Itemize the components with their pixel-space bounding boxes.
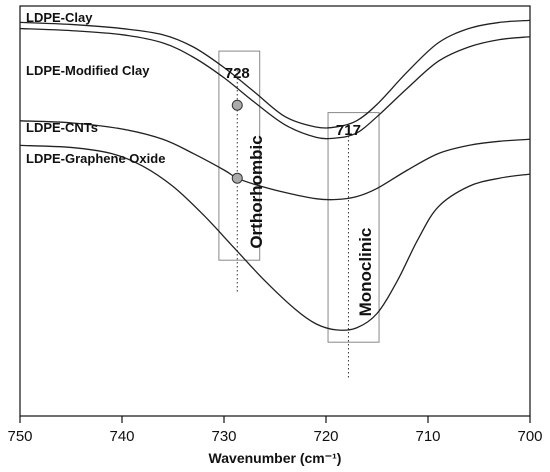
series-label-ldpe-clay: LDPE-Clay (26, 10, 93, 25)
peak-label-728: 728 (225, 65, 250, 82)
region-box-monoclinic (327, 112, 380, 343)
series-label-ldpe-modified-clay: LDPE-Modified Clay (26, 63, 150, 78)
peak-label-717: 717 (336, 122, 361, 139)
x-tick-label: 750 (7, 428, 32, 445)
x-tick-label: 730 (211, 428, 236, 445)
plot-area (19, 5, 531, 423)
x-tick-label: 740 (109, 428, 134, 445)
series-line-ldpe-clay (19, 19, 531, 129)
series-line-ldpe-cnts (19, 120, 531, 201)
peak-labels: 728 717 (225, 65, 361, 139)
region-label-monoclinic: Monoclinic (356, 228, 375, 317)
series-label-ldpe-cnts: LDPE-CNTs (26, 120, 98, 135)
series-line-ldpe-modified-clay (19, 27, 531, 140)
series-labels: LDPE-Clay LDPE-Modified Clay LDPE-CNTs L… (26, 10, 165, 166)
region-labels: Orthorhombic Monoclinic (247, 135, 375, 316)
x-tick-label: 700 (517, 428, 542, 445)
peak-marker (231, 99, 243, 111)
x-tick-label: 710 (415, 428, 440, 445)
x-axis-title: Wavenumber (cm⁻¹) (209, 450, 342, 466)
series-line-ldpe-graphene-oxide (19, 144, 531, 331)
series-label-ldpe-graphene-oxide: LDPE-Graphene Oxide (26, 151, 165, 166)
region-box-orthorhombic (218, 50, 261, 261)
region-label-orthorhombic: Orthorhombic (247, 135, 266, 248)
plot-frame (19, 5, 531, 417)
x-axis-ticks: 750 740 730 720 710 700 (7, 428, 542, 445)
peak-marker (231, 172, 243, 184)
x-tick-label: 720 (313, 428, 338, 445)
